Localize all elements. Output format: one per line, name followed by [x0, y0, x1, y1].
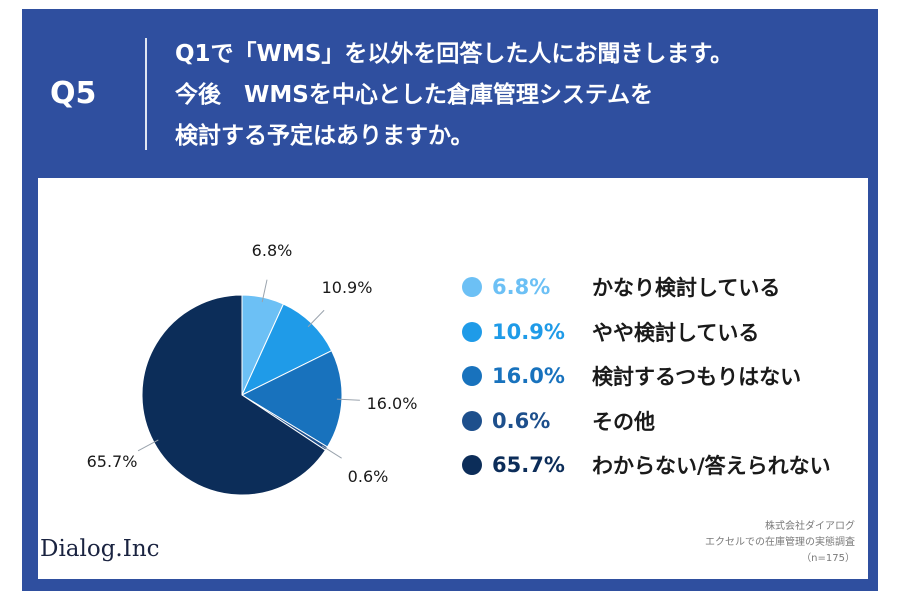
pie-leader-line [307, 309, 325, 328]
pie-data-label: 16.0% [367, 394, 418, 413]
question-title-line-2: 今後 WMSを中心とした倉庫管理システムを [175, 82, 654, 108]
legend-swatch [462, 410, 482, 431]
legend-swatch [462, 366, 482, 387]
legend-percent: 65.7% [492, 453, 565, 478]
legend-item: 6.8% かなり検討している [462, 265, 831, 310]
company-logo: Dialog.Inc [40, 536, 160, 562]
source-line: エクセルでの在庫管理の実態調査 [705, 537, 855, 548]
question-title-line-3: 検討する予定はありますか。 [175, 123, 474, 149]
legend-label: その他 [592, 409, 655, 434]
legend-swatch [462, 321, 482, 342]
source-line: （n=175） [801, 553, 855, 564]
pie-data-label: 10.9% [322, 278, 373, 297]
header-divider [145, 38, 147, 150]
legend-item: 16.0% 検討するつもりはない [462, 354, 831, 399]
pie-data-label: 6.8% [252, 241, 293, 260]
legend-percent: 16.0% [492, 364, 565, 389]
legend-label: やや検討している [592, 320, 760, 345]
question-title-line-1: Q1で「WMS」を以外を回答した人にお聞きします。 [175, 41, 734, 67]
pie-leader-line [336, 398, 360, 401]
pie-leader-line [261, 279, 268, 303]
legend-label: かなり検討している [592, 276, 781, 301]
legend-percent: 0.6% [492, 408, 551, 433]
legend-percent: 6.8% [492, 275, 551, 300]
legend: 6.8% かなり検討している 10.9% やや検討している 16.0% 検討する… [462, 265, 831, 488]
legend-item: 10.9% やや検討している [462, 310, 831, 355]
legend-swatch [462, 277, 482, 298]
source-note: 株式会社ダイアログ エクセルでの在庫管理の実態調査 （n=175） [705, 519, 855, 567]
pie-leader-line [137, 439, 159, 452]
legend-item: 65.7% わからない/答えられない [462, 443, 831, 488]
legend-swatch [462, 455, 482, 476]
pie-data-label: 0.6% [348, 467, 389, 486]
source-line: 株式会社ダイアログ [765, 521, 855, 532]
legend-item: 0.6% その他 [462, 399, 831, 444]
pie-leader-line [321, 445, 342, 459]
pie-data-label: 65.7% [87, 452, 138, 471]
legend-percent: 10.9% [492, 319, 565, 344]
question-title: Q1で「WMS」を以外を回答した人にお聞きします。 今後 WMSを中心とした倉庫… [175, 34, 855, 157]
question-number: Q5 [50, 76, 97, 111]
legend-label: わからない/答えられない [592, 454, 831, 479]
legend-label: 検討するつもりはない [592, 365, 802, 390]
